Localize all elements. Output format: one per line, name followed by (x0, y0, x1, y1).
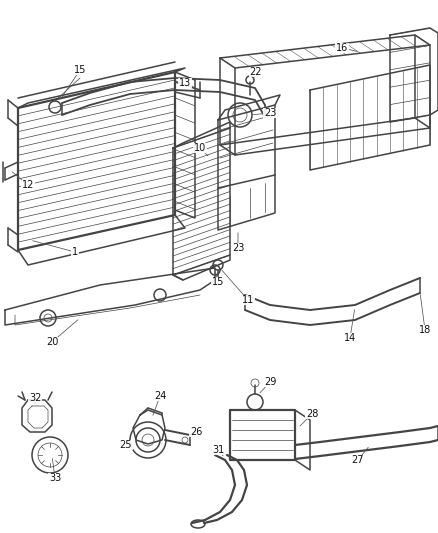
Text: 12: 12 (22, 180, 34, 190)
Text: 23: 23 (264, 108, 276, 118)
Text: 27: 27 (352, 455, 364, 465)
Text: 18: 18 (419, 325, 431, 335)
Text: 15: 15 (212, 277, 224, 287)
Text: 24: 24 (154, 391, 166, 401)
Text: 26: 26 (190, 427, 202, 437)
Text: 22: 22 (250, 67, 262, 77)
Text: 15: 15 (74, 65, 86, 75)
Text: 11: 11 (242, 295, 254, 305)
Text: 10: 10 (194, 143, 206, 153)
Text: 14: 14 (344, 333, 356, 343)
Text: 25: 25 (120, 440, 132, 450)
Text: 29: 29 (264, 377, 276, 387)
Text: 23: 23 (232, 243, 244, 253)
Text: 32: 32 (29, 393, 41, 403)
Text: 20: 20 (46, 337, 58, 347)
Text: 13: 13 (179, 78, 191, 88)
Text: 31: 31 (212, 445, 224, 455)
Text: 1: 1 (72, 247, 78, 257)
Text: 28: 28 (306, 409, 318, 419)
Text: 33: 33 (49, 473, 61, 483)
Text: 16: 16 (336, 43, 348, 53)
